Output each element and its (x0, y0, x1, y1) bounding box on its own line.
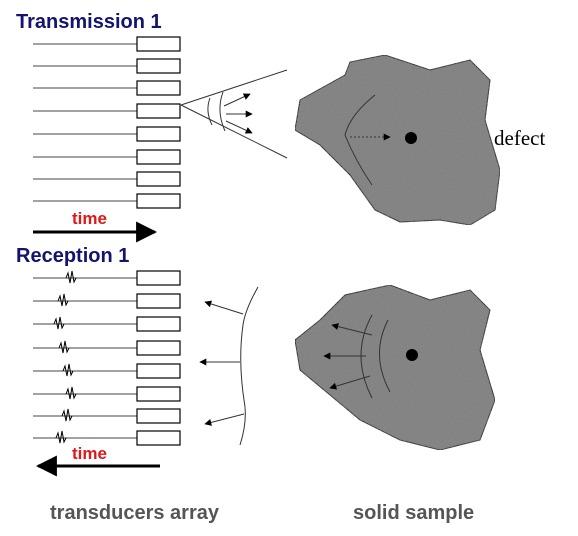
transducer (136, 430, 181, 446)
beam (180, 69, 288, 159)
transducer (136, 58, 181, 74)
transducer (136, 149, 181, 165)
transducer (136, 103, 181, 119)
solid-sample (294, 284, 496, 451)
transducer (136, 316, 181, 332)
transducer (136, 363, 181, 379)
defect-dot (406, 349, 418, 361)
transmission-title: Transmission 1 (16, 11, 162, 33)
received-wave (199, 286, 259, 446)
transducer (136, 126, 181, 142)
transducer (136, 80, 181, 96)
transducer (136, 270, 181, 286)
echo (61, 408, 73, 422)
solid-sample (294, 54, 501, 226)
transducer (136, 36, 181, 52)
transducer (136, 340, 181, 356)
echo (65, 386, 77, 400)
caption: transducers array (50, 502, 220, 524)
echo (53, 316, 65, 330)
transducer (136, 171, 181, 187)
defect-label: defect (494, 126, 545, 150)
echo (62, 363, 74, 377)
echo (58, 340, 70, 354)
transducer-arrays (33, 36, 181, 446)
time-label: time (72, 209, 107, 228)
echo (55, 430, 67, 444)
transducer (136, 408, 181, 424)
transducer (136, 293, 181, 309)
transducer (136, 386, 181, 402)
reception-title: Reception 1 (16, 245, 129, 267)
scattered-wave (323, 314, 391, 399)
echo (57, 293, 69, 307)
caption: solid sample (353, 502, 474, 524)
defect-dot (405, 132, 417, 144)
wavefront (344, 94, 376, 186)
echo (65, 270, 77, 284)
transducer (136, 193, 181, 209)
time-label: time (72, 444, 107, 463)
